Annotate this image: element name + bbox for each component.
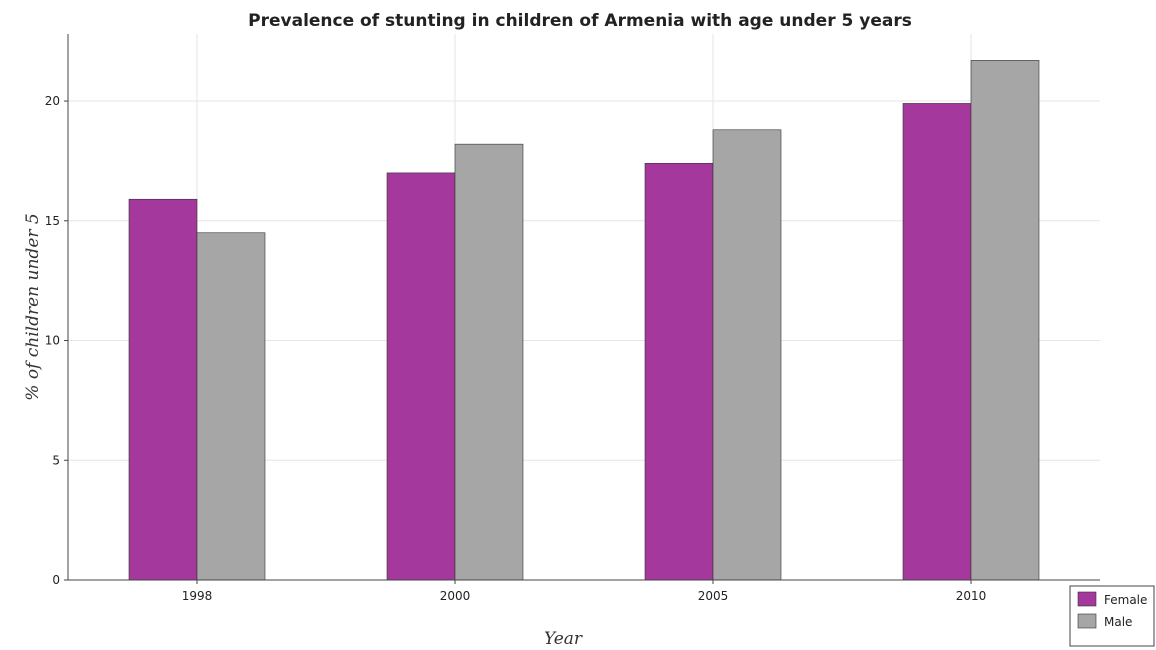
y-tick-label: 0 — [52, 573, 60, 587]
x-tick-label: 2000 — [440, 589, 471, 603]
bar-male-2010 — [970, 60, 1040, 581]
bar-female-2000 — [386, 172, 456, 581]
legend-swatch-male — [1077, 613, 1097, 629]
legend-swatch-female — [1077, 591, 1097, 607]
legend: Female Male — [1069, 585, 1155, 647]
x-tick-labels: 1998 2000 2005 2010 — [182, 589, 987, 603]
x-tick-label: 2010 — [956, 589, 987, 603]
axes — [64, 34, 1100, 584]
bar-female-2005 — [644, 163, 714, 581]
chart-title: Prevalence of stunting in children of Ar… — [248, 11, 912, 31]
y-tick-labels: 0 5 10 15 20 — [45, 94, 60, 587]
legend-label-female: Female — [1104, 593, 1147, 607]
bar-male-2005 — [712, 129, 782, 581]
x-tick-label: 1998 — [182, 589, 213, 603]
bar-male-2000 — [454, 143, 524, 581]
bar-female-2010 — [902, 103, 972, 581]
bars — [128, 60, 1040, 581]
y-tick-label: 10 — [45, 334, 60, 348]
x-tick-label: 2005 — [698, 589, 729, 603]
y-tick-label: 20 — [45, 94, 60, 108]
y-tick-label: 15 — [45, 214, 60, 228]
y-axis-label: % of children under 5 — [23, 213, 43, 400]
bar-male-1998 — [196, 232, 266, 581]
bar-female-1998 — [128, 198, 198, 581]
legend-label-male: Male — [1104, 615, 1132, 629]
x-axis-label: Year — [544, 629, 583, 649]
y-tick-label: 5 — [52, 453, 60, 467]
